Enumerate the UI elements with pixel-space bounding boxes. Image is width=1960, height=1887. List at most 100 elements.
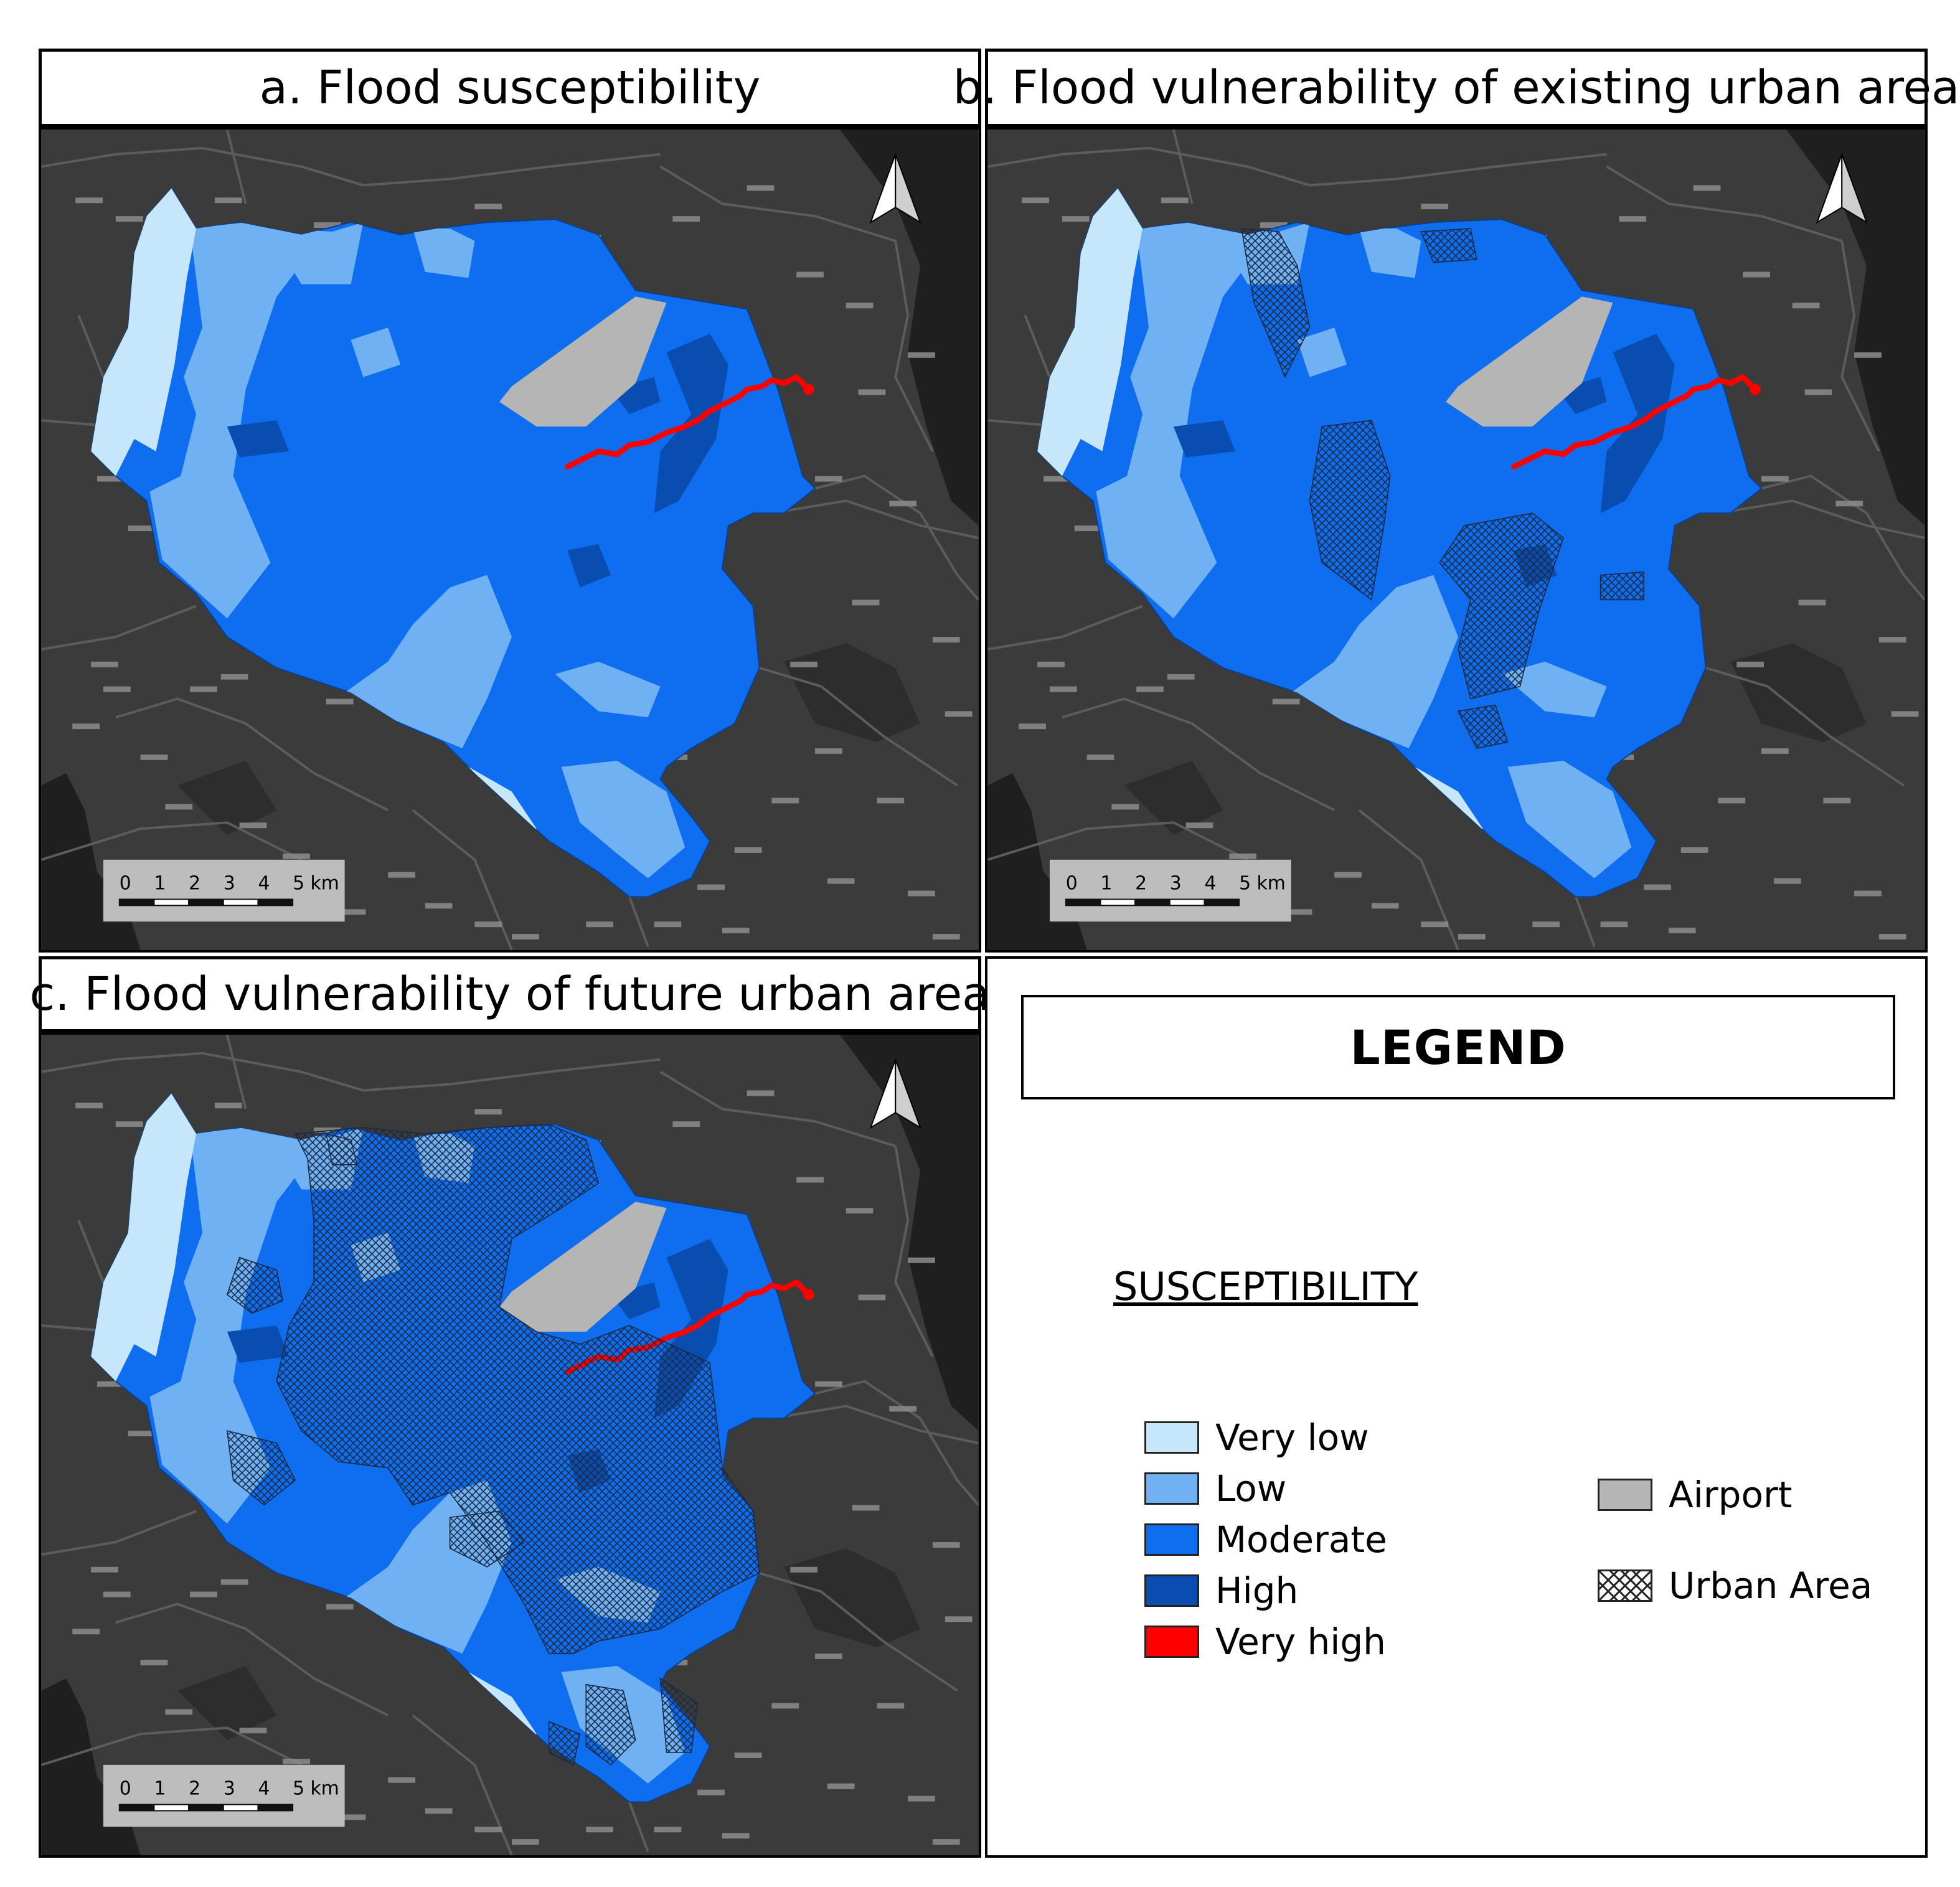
legend-label-moderate: Moderate (1215, 1518, 1387, 1561)
place-label (1773, 878, 1801, 884)
place-label (1600, 921, 1628, 928)
place-label (796, 271, 824, 278)
urban-area (659, 1677, 699, 1753)
scale-bar: 0 1 2 3 4 5 km (103, 859, 345, 922)
place-label (338, 1814, 366, 1820)
scale-bar-background (103, 859, 345, 922)
panel-a-map[interactable]: 0 1 2 3 4 5 km (39, 127, 981, 953)
zone-low (149, 1127, 326, 1524)
place-label (128, 525, 156, 532)
place-label (1761, 476, 1789, 482)
place-label (425, 1808, 453, 1814)
river-outlet (1750, 384, 1761, 395)
place-label (474, 1109, 502, 1115)
urban-area (1457, 704, 1509, 749)
urban-area (449, 1510, 525, 1568)
place-label (908, 352, 935, 358)
legend-swatch-low (1144, 1472, 1199, 1505)
place-label (474, 204, 502, 210)
road (41, 146, 661, 187)
place-label (1334, 872, 1362, 878)
road (41, 1510, 197, 1556)
legend-item-low: Low (1144, 1467, 1286, 1510)
place-label (1074, 525, 1102, 532)
panel-b-title: b. Flood vulnerability of existing urban… (953, 49, 1959, 127)
place-label (858, 1294, 886, 1301)
place-label (815, 476, 842, 482)
zone-low (1297, 327, 1347, 377)
legend-item-urban-area: Urban Area (1598, 1564, 1872, 1607)
road (758, 1571, 958, 1692)
place-label (1736, 661, 1764, 667)
road (1705, 666, 1905, 787)
scale-tick-label: 5 km (293, 1778, 339, 1800)
scale-tick-label: 0 (120, 873, 131, 895)
legend-swatch-very-low (1144, 1421, 1199, 1454)
scale-segment (118, 898, 155, 906)
urban-area (1600, 571, 1644, 601)
road (1172, 129, 1194, 204)
urban-area (226, 1430, 296, 1506)
place-label (103, 1591, 131, 1598)
road (987, 605, 1143, 651)
place-label (313, 222, 341, 228)
place-label (239, 1728, 267, 1734)
panel-c-map[interactable]: 0 1 2 3 4 5 km (39, 1032, 981, 1858)
place-label (722, 1833, 750, 1839)
place-label (1044, 476, 1071, 482)
place-label (1371, 903, 1399, 909)
place-label (815, 1653, 842, 1659)
place-label (877, 798, 905, 804)
zone-low (149, 222, 326, 619)
scale-segment (257, 1804, 294, 1812)
urban-area (585, 1683, 636, 1766)
road (41, 1726, 302, 1766)
place-label (72, 723, 100, 730)
urban-area (226, 1256, 284, 1314)
place-label (790, 661, 818, 667)
legend-item-airport: Airport (1598, 1473, 1793, 1517)
place-label (796, 1177, 824, 1183)
place-label (1743, 271, 1770, 278)
place-label (697, 884, 725, 890)
place-label (815, 1381, 842, 1387)
place-label (97, 1381, 125, 1387)
urban-area (325, 1132, 358, 1165)
legend-label-high: High (1215, 1569, 1299, 1612)
scale-tick-label: 1 (1100, 873, 1112, 895)
place-label (747, 185, 775, 191)
road (894, 240, 934, 452)
legend-swatch-urban-hatch (1598, 1569, 1652, 1602)
legend-swatch-moderate (1144, 1523, 1199, 1556)
place-label (1086, 754, 1114, 760)
place-label (1111, 804, 1139, 810)
urban-area (276, 1124, 760, 1654)
place-label (283, 853, 310, 859)
panel-a-title: a. Flood susceptibility (39, 49, 981, 127)
scale-tick-label: 4 (258, 1778, 270, 1800)
zone-low (1096, 222, 1273, 619)
very-high-river (564, 374, 812, 470)
road (225, 129, 247, 204)
place-label (474, 1827, 502, 1833)
place-label (1835, 501, 1863, 507)
scale-segment (222, 898, 259, 906)
scale-tick-label: 4 (258, 873, 270, 895)
place-label (326, 699, 354, 705)
road (41, 821, 302, 861)
urban-area (1439, 512, 1564, 700)
river-outlet (803, 384, 815, 395)
scale-bar-background (103, 1764, 345, 1827)
road (628, 1801, 649, 1852)
scale-segment (1134, 898, 1171, 906)
scale-bar-background (1049, 859, 1291, 922)
road (987, 146, 1607, 187)
legend-label-very-low: Very low (1215, 1416, 1369, 1459)
place-label (889, 501, 917, 507)
sea-east (839, 129, 979, 526)
river-outlet (803, 1289, 815, 1301)
place-label (827, 878, 855, 884)
road (77, 1220, 105, 1283)
